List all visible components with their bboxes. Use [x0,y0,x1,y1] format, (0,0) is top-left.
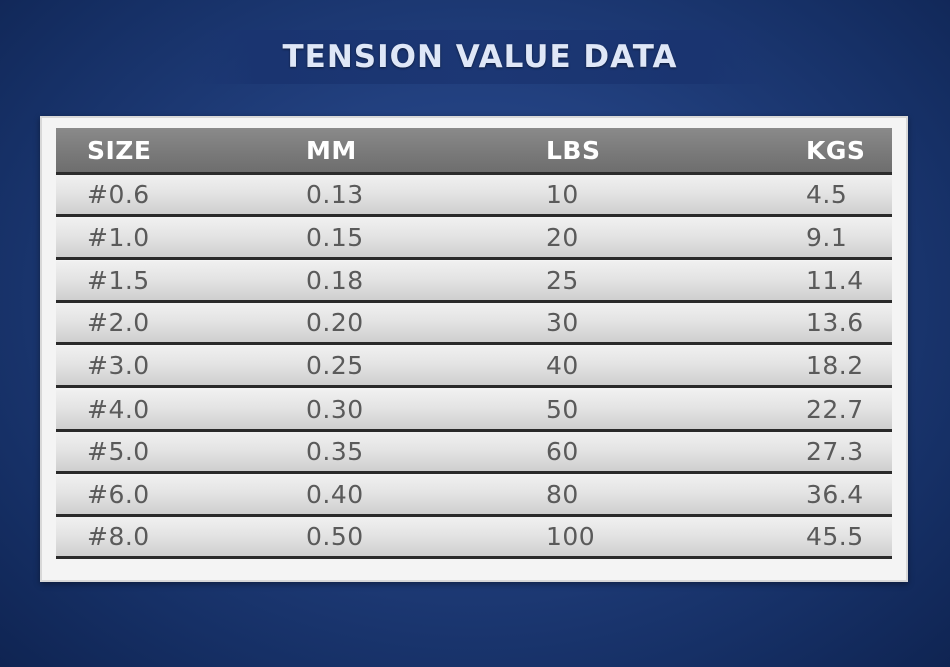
table-row: #3.0 0.25 40 18.2 [56,346,892,388]
cell-lbs: 60 [546,437,579,466]
cell-mm: 0.50 [306,522,364,551]
cell-lbs: 40 [546,351,579,380]
table-row: #6.0 0.40 80 36.4 [56,475,892,517]
cell-size: #8.0 [87,522,150,551]
cell-size: #1.5 [87,266,150,295]
cell-size: #2.0 [87,308,150,337]
cell-size: #4.0 [87,395,150,424]
table-header: SIZE MM LBS KGS [56,128,892,175]
table-row: #5.0 0.35 60 27.3 [56,432,892,474]
header-kgs: KGS [806,135,866,165]
header-lbs: LBS [546,135,601,165]
cell-kgs: 11.4 [806,266,864,295]
cell-mm: 0.35 [306,437,364,466]
cell-mm: 0.20 [306,308,364,337]
cell-kgs: 4.5 [806,180,848,209]
title-band: TENSION VALUE DATA [190,30,770,84]
cell-mm: 0.18 [306,266,364,295]
cell-mm: 0.15 [306,223,364,252]
header-mm: MM [306,135,357,165]
cell-size: #0.6 [87,180,150,209]
cell-kgs: 18.2 [806,351,864,380]
cell-size: #1.0 [87,223,150,252]
cell-lbs: 20 [546,223,579,252]
cell-lbs: 100 [546,522,596,551]
table-panel: SIZE MM LBS KGS #0.6 0.13 10 4.5 #1.0 0.15 20 9… [40,116,908,582]
cell-size: #5.0 [87,437,150,466]
table-row: #1.5 0.18 25 11.4 [56,261,892,303]
table-row: #1.0 0.15 20 9.1 [56,218,892,260]
cell-lbs: 10 [546,180,579,209]
cell-kgs: 9.1 [806,223,848,252]
table-row: #2.0 0.20 30 13.6 [56,303,892,345]
cell-kgs: 27.3 [806,437,864,466]
cell-kgs: 45.5 [806,522,864,551]
cell-size: #6.0 [87,480,150,509]
cell-lbs: 50 [546,395,579,424]
cell-mm: 0.13 [306,180,364,209]
page-title: TENSION VALUE DATA [282,39,678,75]
cell-lbs: 25 [546,266,579,295]
cell-mm: 0.40 [306,480,364,509]
cell-lbs: 80 [546,480,579,509]
cell-mm: 0.30 [306,395,364,424]
cell-kgs: 36.4 [806,480,864,509]
table-row: #0.6 0.13 10 4.5 [56,175,892,217]
cell-kgs: 22.7 [806,395,864,424]
cell-lbs: 30 [546,308,579,337]
table-row: #4.0 0.30 50 22.7 [56,390,892,432]
cell-size: #3.0 [87,351,150,380]
table-row: #8.0 0.50 100 45.5 [56,517,892,559]
header-size: SIZE [87,135,152,165]
cell-kgs: 13.6 [806,308,864,337]
cell-mm: 0.25 [306,351,364,380]
